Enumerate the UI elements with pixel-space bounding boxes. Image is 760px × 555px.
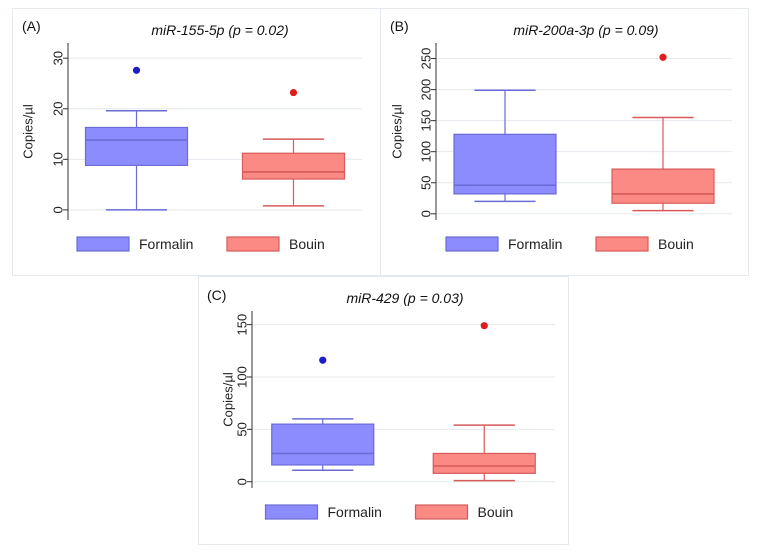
panel-frame	[198, 276, 569, 545]
legend: Formalin Bouin	[445, 236, 694, 252]
chart-title: miR-200a-3p (p = 0.09)	[513, 22, 658, 38]
chart-title: miR-155-5p (p = 0.02)	[151, 22, 288, 38]
box-iqr	[432, 452, 536, 474]
panel-label: (A)	[22, 18, 41, 34]
legend-swatch-bouin	[226, 236, 280, 252]
legend-label-formalin: Formalin	[328, 504, 382, 520]
y-tick-label: 100	[419, 141, 434, 163]
panel-frame	[12, 8, 381, 276]
y-tick-label: 100	[235, 366, 250, 388]
box-bouin	[432, 322, 536, 482]
y-axis-label: Copies/µl	[21, 104, 36, 159]
outlier-point	[132, 66, 141, 74]
box-iqr	[271, 423, 375, 466]
box-iqr	[611, 168, 715, 204]
box-iqr	[84, 126, 189, 166]
box-formalin	[271, 356, 375, 471]
legend-label-formalin: Formalin	[139, 236, 193, 252]
panel-frame	[380, 8, 749, 276]
box-iqr	[453, 133, 557, 195]
y-tick-label: 0	[51, 206, 66, 213]
legend-swatch-formalin	[76, 236, 130, 252]
y-axis-label: Copies/µl	[221, 372, 236, 427]
y-tick-label: 150	[235, 314, 250, 336]
legend: Formalin Bouin	[264, 504, 514, 520]
y-tick-label: 150	[419, 110, 434, 132]
box-iqr	[241, 152, 346, 180]
y-tick-label: 50	[235, 422, 250, 436]
box-bouin	[241, 88, 346, 207]
legend-swatch-formalin	[445, 236, 499, 252]
box-formalin	[84, 66, 189, 211]
chart-panel-2: 0 50 100 150 200 250 Copies/µl miR-200a-3p (p =…	[380, 8, 749, 276]
box-formalin	[453, 89, 557, 203]
y-tick-label: 200	[419, 79, 434, 101]
outlier-point	[480, 322, 488, 330]
chart-title: miR-429 (p = 0.03)	[346, 290, 463, 306]
y-tick-label: 250	[419, 48, 434, 70]
legend-swatch-bouin	[414, 504, 469, 520]
box-bouin	[611, 53, 715, 212]
outlier-point	[659, 53, 667, 61]
legend-label-formalin: Formalin	[508, 236, 562, 252]
chart-panel-3: 0 50 100 150 Copies/µl miR-429 (p = 0.03) (C) F…	[198, 276, 569, 545]
legend-swatch-formalin	[264, 504, 319, 520]
legend: Formalin Bouin	[76, 236, 325, 252]
y-tick-label: 30	[51, 51, 66, 65]
outlier-point	[319, 356, 327, 364]
panel-label: (C)	[207, 287, 226, 303]
chart-panel-1: 0 10 20 30 Copies/µl miR-155-5p (p = 0.02) (A)…	[12, 8, 381, 276]
panel-label: (B)	[390, 18, 409, 34]
legend-swatch-bouin	[595, 236, 649, 252]
y-tick-label: 10	[51, 152, 66, 166]
legend-label-bouin: Bouin	[289, 236, 325, 252]
legend-label-bouin: Bouin	[658, 236, 694, 252]
legend-label-bouin: Bouin	[478, 504, 514, 520]
outlier-point	[289, 88, 298, 97]
y-tick-label: 50	[419, 176, 434, 190]
y-tick-label: 0	[235, 478, 250, 485]
y-axis-label: Copies/µl	[390, 104, 405, 159]
y-tick-label: 20	[51, 102, 66, 116]
y-tick-label: 0	[419, 210, 434, 217]
